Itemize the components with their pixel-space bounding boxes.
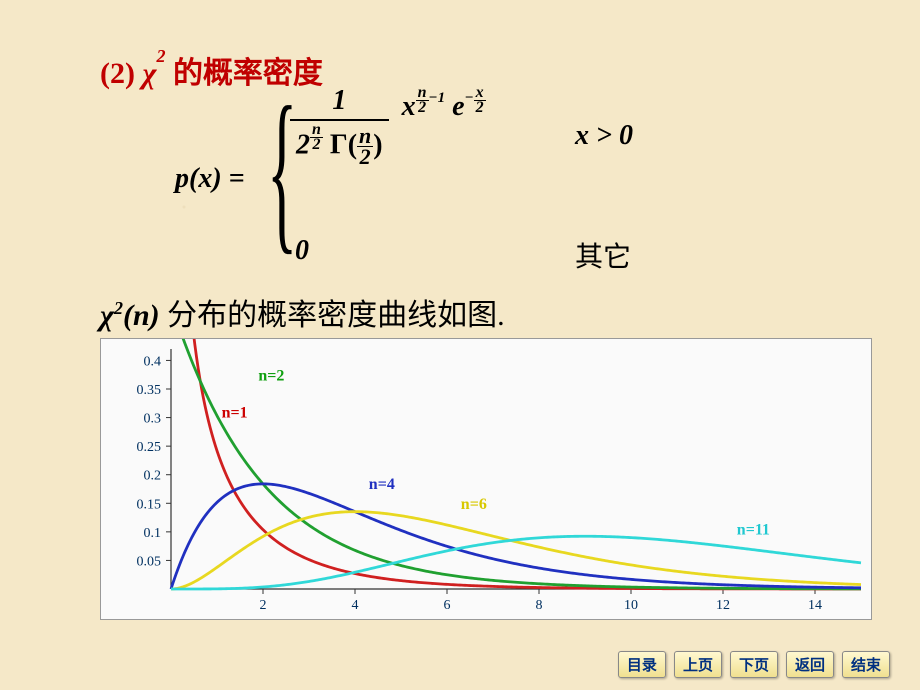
chi-square-pdf-chart: 0.05 0.1 0.15 0.2 0.25 0.3 0.35 0.4 2 4 6 8 10 12 14 n=… <box>100 338 872 620</box>
svg-text:n=2: n=2 <box>258 367 284 384</box>
nav-bar: 目录 上页 下页 返回 结束 <box>618 651 890 678</box>
svg-text:6: 6 <box>444 598 451 613</box>
formula-cond2: 其它 <box>575 235 631 275</box>
svg-text:4: 4 <box>352 598 359 613</box>
svg-text:8: 8 <box>536 598 543 613</box>
nav-prev-button[interactable]: 上页 <box>674 651 722 678</box>
svg-text:14: 14 <box>808 598 822 613</box>
svg-text:0.2: 0.2 <box>144 469 162 484</box>
svg-text:n=11: n=11 <box>737 522 770 539</box>
nav-next-button[interactable]: 下页 <box>730 651 778 678</box>
svg-text:0.05: 0.05 <box>137 554 162 569</box>
chart-svg: 0.05 0.1 0.15 0.2 0.25 0.3 0.35 0.4 2 4 6 8 10 12 14 n=… <box>101 339 871 619</box>
svg-text:12: 12 <box>716 598 730 613</box>
svg-text:n=4: n=4 <box>369 476 395 493</box>
nav-end-button[interactable]: 结束 <box>842 651 890 678</box>
svg-text:0.35: 0.35 <box>137 383 162 398</box>
pdf-formula: p(x) = { 1 2n2 Γ(n2) xn2−1 e−x2 x > 0 0 … <box>175 85 735 280</box>
description-line: χ2(n) 分布的概率密度曲线如图. <box>100 290 505 334</box>
svg-text:0.4: 0.4 <box>144 354 162 369</box>
svg-text:0.1: 0.1 <box>144 526 162 541</box>
svg-text:n=1: n=1 <box>222 405 248 422</box>
title-number: (2) <box>100 57 135 90</box>
svg-text:0.3: 0.3 <box>144 412 162 427</box>
svg-text:10: 10 <box>624 598 638 613</box>
nav-back-button[interactable]: 返回 <box>786 651 834 678</box>
nav-toc-button[interactable]: 目录 <box>618 651 666 678</box>
formula-lhs: p(x) = <box>175 163 245 195</box>
chi-symbol: χ2 <box>142 57 172 90</box>
formula-cond1: x > 0 <box>575 120 633 152</box>
formula-case2: 0 <box>295 235 309 267</box>
svg-text:0.15: 0.15 <box>137 497 162 512</box>
svg-text:n=6: n=6 <box>461 496 487 513</box>
svg-text:0.25: 0.25 <box>137 440 162 455</box>
svg-text:2: 2 <box>260 598 267 613</box>
formula-case1: 1 2n2 Γ(n2) xn2−1 e−x2 <box>290 85 590 205</box>
